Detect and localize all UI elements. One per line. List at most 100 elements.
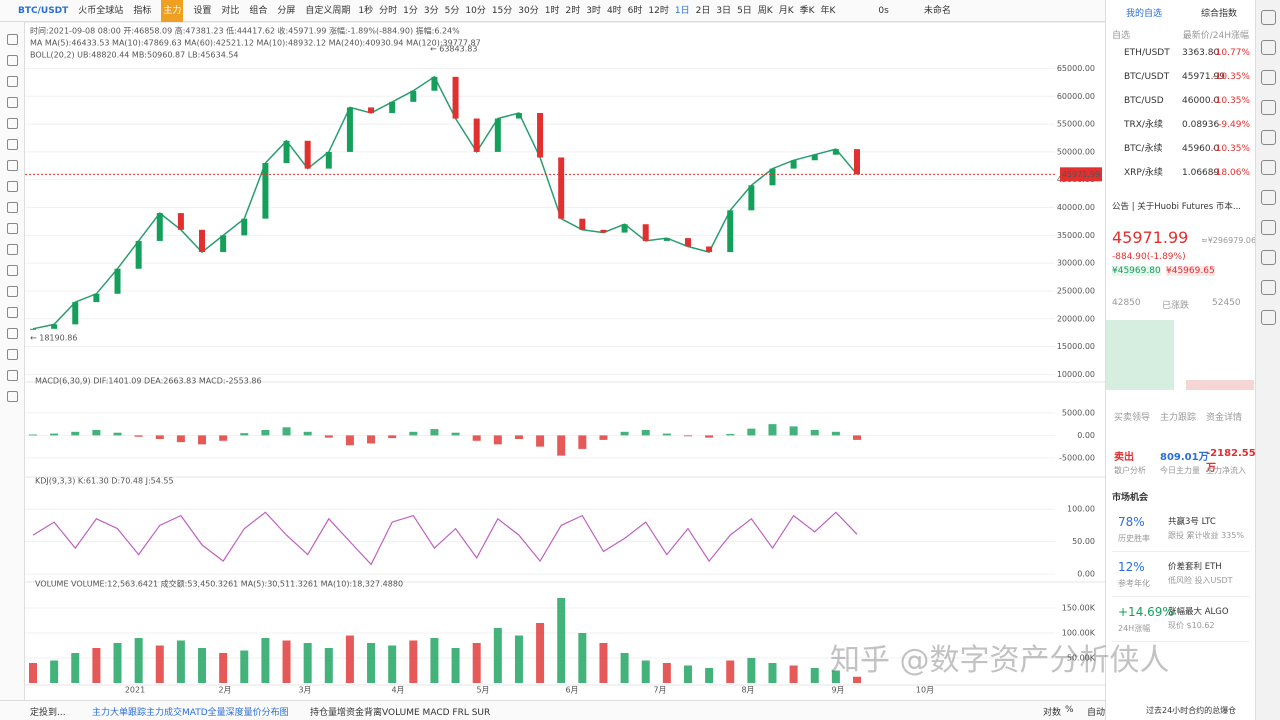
toolbar-button[interactable]: 分屏 <box>277 6 296 16</box>
volume-bar <box>514 635 523 683</box>
card-value: 12% <box>1118 560 1145 574</box>
bottom-tools[interactable]: 持仓量增资金背离VOLUME MACD FRL SUR <box>310 708 491 718</box>
period-button[interactable]: 12时 <box>648 6 669 16</box>
symbol[interactable]: BTC/USDT <box>18 6 69 16</box>
period-button[interactable]: 月K <box>778 6 794 16</box>
watch-item[interactable]: BTC/USDT 45971.99 -10.35% <box>1112 66 1250 88</box>
watch-item[interactable]: XRP/永续 1.06689 -18.06% <box>1112 162 1250 184</box>
side-icon[interactable] <box>1261 280 1276 295</box>
candle <box>220 235 227 253</box>
tool-icon[interactable] <box>7 349 18 360</box>
side-icon[interactable] <box>1261 250 1276 265</box>
depth-tab[interactable]: 买卖领导 <box>1114 413 1151 423</box>
tool-icon[interactable] <box>7 160 18 171</box>
tool-icon[interactable] <box>7 34 18 45</box>
axis-option[interactable]: % <box>1065 705 1074 715</box>
side-icon[interactable] <box>1261 70 1276 85</box>
macd-bar <box>345 435 354 446</box>
tool-icon[interactable] <box>7 97 18 108</box>
candle <box>832 149 839 155</box>
period-button[interactable]: 1秒 <box>358 6 374 16</box>
x-tick-label: 3月 <box>298 686 311 695</box>
side-icon[interactable] <box>1261 160 1276 175</box>
side-icon[interactable] <box>1261 10 1276 25</box>
depth-tab[interactable]: 资金详情 <box>1206 413 1243 423</box>
candle <box>93 293 100 303</box>
period-button[interactable]: 2时 <box>565 6 581 16</box>
tool-icon[interactable] <box>7 181 18 192</box>
period-button[interactable]: 5日 <box>737 6 752 16</box>
tool-icon[interactable] <box>7 328 18 339</box>
period-button[interactable]: 1分 <box>403 6 418 16</box>
period-button[interactable]: 3日 <box>716 6 732 16</box>
period-button[interactable]: 分时 <box>379 6 398 16</box>
side-icon[interactable] <box>1261 190 1276 205</box>
tool-icon[interactable] <box>7 370 18 381</box>
tool-icon[interactable] <box>7 223 18 234</box>
volume-bar <box>71 653 80 683</box>
sidebar-tab[interactable]: 综合指数 <box>1201 9 1238 19</box>
side-icon[interactable] <box>1261 40 1276 55</box>
toolbar-right[interactable]: 未命名 <box>923 6 951 16</box>
period-button[interactable]: 4时 <box>606 6 622 16</box>
watch-item[interactable]: BTC/永续 45960.0 -10.35% <box>1112 138 1250 160</box>
change: -10.35% <box>1212 96 1250 106</box>
axis-option[interactable]: 自动 <box>1087 708 1106 718</box>
tool-icon[interactable] <box>7 244 18 255</box>
period-button[interactable]: 30分 <box>518 6 539 16</box>
toolbar-button[interactable]: 设置 <box>193 6 212 16</box>
toolbar-right[interactable]: 0s <box>878 6 889 16</box>
macd-bar <box>726 434 735 436</box>
toolbar-button[interactable]: 自定义周期 <box>305 6 351 16</box>
tool-icon[interactable] <box>7 391 18 402</box>
tool-icon[interactable] <box>7 286 18 297</box>
tool-icon[interactable] <box>7 55 18 66</box>
tool-icon[interactable] <box>7 307 18 318</box>
macd-bar <box>324 435 333 438</box>
toolbar-button[interactable]: 指标 <box>133 6 152 16</box>
x-tick-label: 4月 <box>391 686 404 695</box>
depth-tab[interactable]: 主力跟踪 <box>1160 413 1197 423</box>
period-button[interactable]: 季K <box>799 6 815 16</box>
volume-bar <box>536 623 545 683</box>
sidebar-tab[interactable]: 我的自选 <box>1126 9 1163 19</box>
period-button[interactable]: 2日 <box>695 6 711 16</box>
y-tick-label: 50.00 <box>1072 537 1095 546</box>
side-icon[interactable] <box>1261 310 1276 325</box>
period-button[interactable]: 6时 <box>627 6 643 16</box>
toolbar-button[interactable]: 主力 <box>161 0 184 22</box>
macd-bar <box>282 427 291 436</box>
volume-bar <box>451 648 460 683</box>
bottom-left[interactable]: 定投到... <box>30 708 66 718</box>
axis-option[interactable]: 对数 <box>1043 708 1062 718</box>
tool-icon[interactable] <box>7 265 18 276</box>
period-button[interactable]: 15分 <box>491 6 513 16</box>
period-button[interactable]: 5分 <box>444 6 460 16</box>
tool-icon[interactable] <box>7 139 18 150</box>
x-tick-label: 2021 <box>125 686 145 695</box>
card-detail: 跟投 累计收益 335% <box>1168 531 1244 540</box>
period-button[interactable]: 年K <box>820 6 836 16</box>
candle <box>199 229 206 253</box>
bottom-tools[interactable]: 主力大单跟踪主力成交MATD全量深度量价分布图 <box>92 708 289 718</box>
period-button[interactable]: 1时 <box>544 6 560 16</box>
period-button[interactable]: 周K <box>757 6 773 16</box>
side-icon[interactable] <box>1261 130 1276 145</box>
tool-icon[interactable] <box>7 76 18 87</box>
toolbar-button[interactable]: 对比 <box>221 6 240 16</box>
side-icon[interactable] <box>1261 100 1276 115</box>
period-button[interactable]: 3时 <box>586 6 601 16</box>
toolbar-button[interactable]: 组合 <box>249 6 268 16</box>
watch-item[interactable]: TRX/永续 0.08936 -9.49% <box>1112 114 1250 136</box>
period-button[interactable]: 1日 <box>674 6 690 16</box>
side-icon[interactable] <box>1261 220 1276 235</box>
tool-icon[interactable] <box>7 202 18 213</box>
tool-icon[interactable] <box>7 118 18 129</box>
watch-item[interactable]: BTC/USD 46000.0 -10.35% <box>1112 90 1250 112</box>
watch-item[interactable]: ETH/USDT 3363.80 -10.77% <box>1112 42 1250 64</box>
period-button[interactable]: 10分 <box>465 6 486 16</box>
period-button[interactable]: 3分 <box>423 6 439 16</box>
macd-bar <box>578 435 587 449</box>
volume-bar <box>219 653 228 683</box>
y-tick-label: 15000.00 <box>1057 342 1095 351</box>
